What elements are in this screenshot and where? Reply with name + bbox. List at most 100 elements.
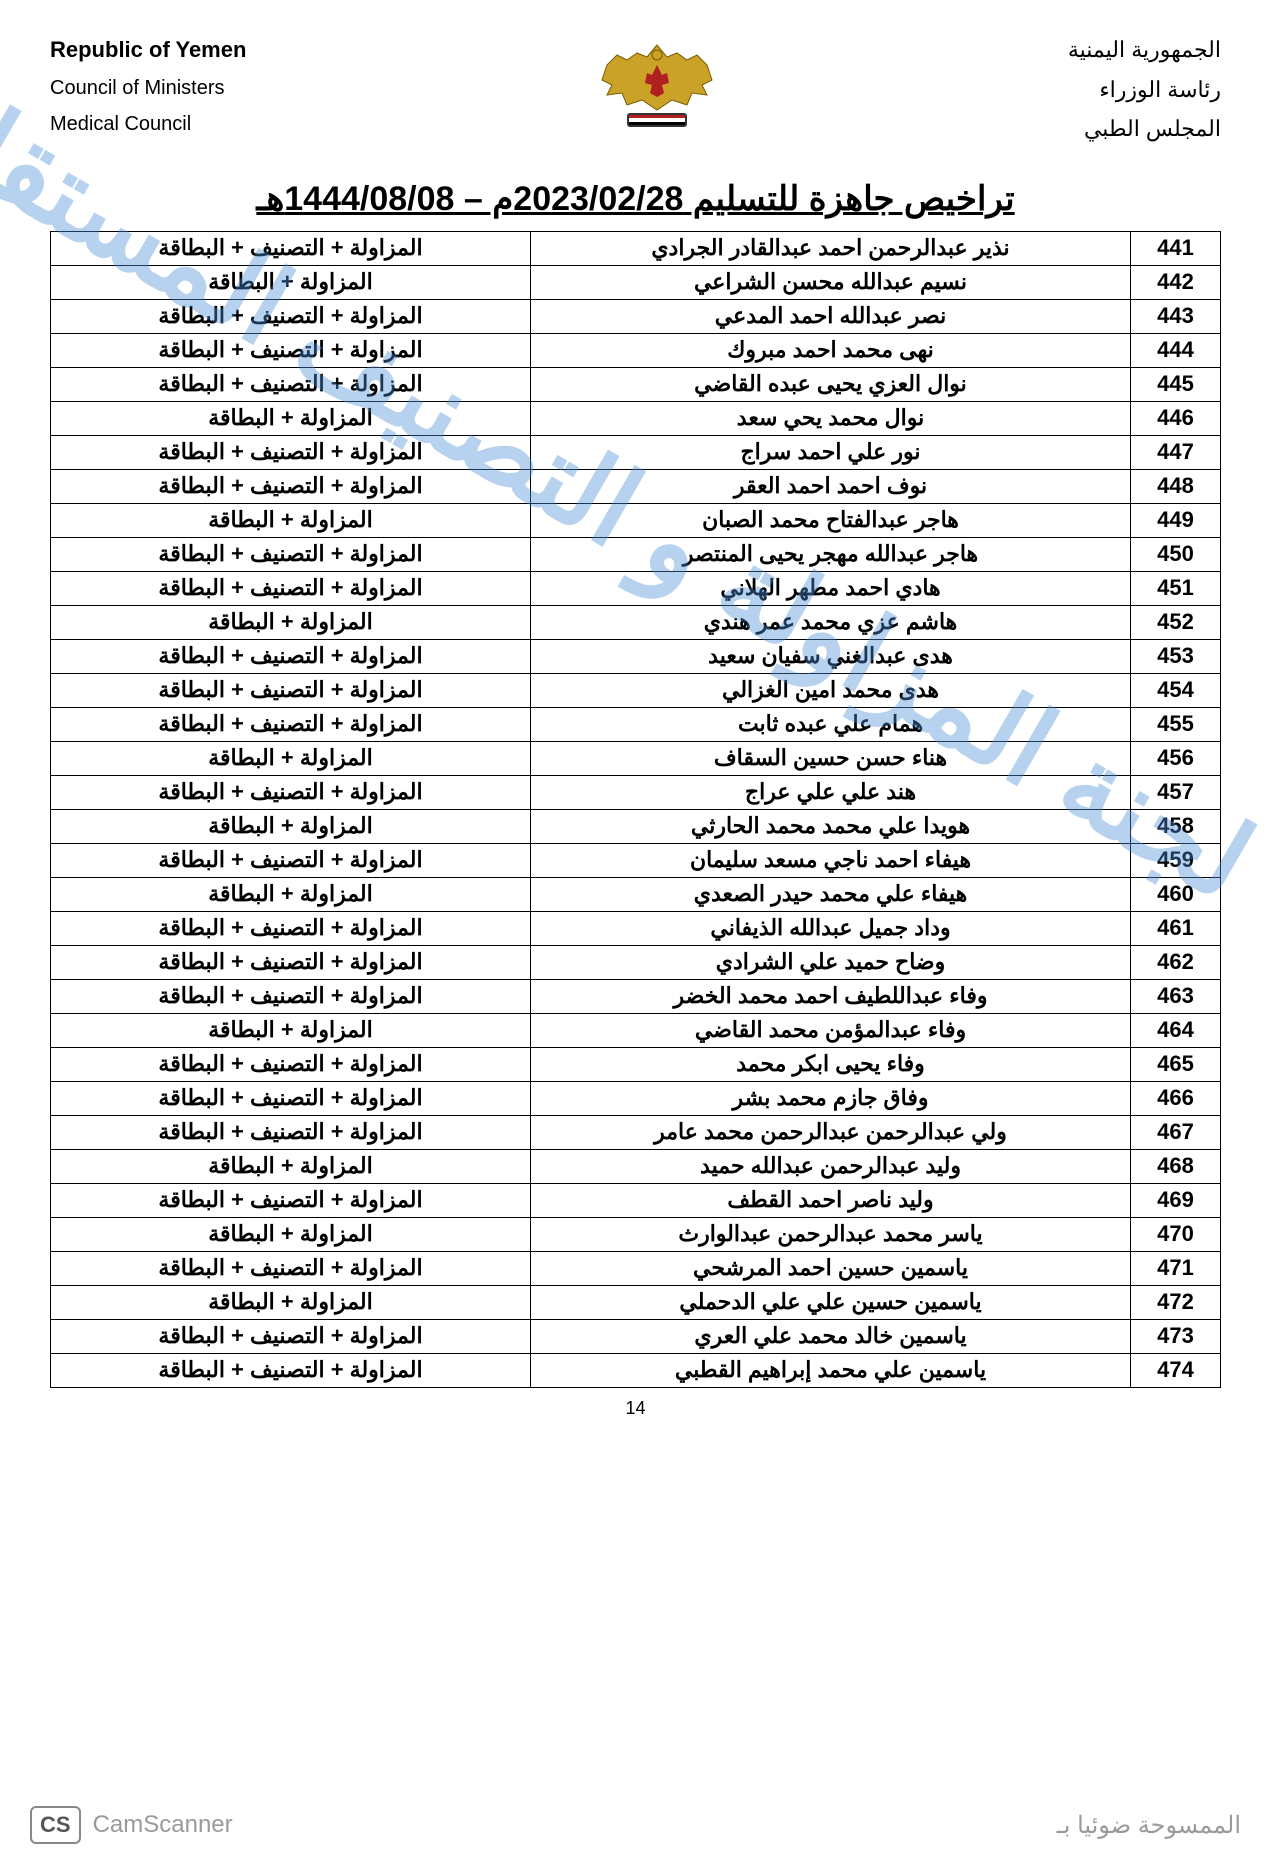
docs-cell: المزاولة + التصنيف + البطاقة bbox=[51, 673, 531, 707]
licenses-table: المزاولة + التصنيف + البطاقةنذير عبدالرح… bbox=[50, 231, 1221, 1388]
docs-cell: المزاولة + البطاقة bbox=[51, 809, 531, 843]
docs-cell: المزاولة + التصنيف + البطاقة bbox=[51, 945, 531, 979]
page-number: 14 bbox=[50, 1398, 1221, 1419]
name-cell: وليد ناصر احمد القطف bbox=[531, 1183, 1131, 1217]
name-cell: وضاح حميد علي الشرادي bbox=[531, 945, 1131, 979]
number-cell: 458 bbox=[1131, 809, 1221, 843]
scanner-footer: CS CamScanner الممسوحة ضوئيا بـ bbox=[30, 1806, 1241, 1844]
docs-cell: المزاولة + التصنيف + البطاقة bbox=[51, 979, 531, 1013]
name-cell: نسيم عبدالله محسن الشراعي bbox=[531, 265, 1131, 299]
header-left: Republic of Yemen Council of Ministers M… bbox=[50, 30, 246, 142]
header-right-line1: الجمهورية اليمنية bbox=[1068, 30, 1221, 70]
name-cell: هادي احمد مطهر الهلاني bbox=[531, 571, 1131, 605]
docs-cell: المزاولة + البطاقة bbox=[51, 265, 531, 299]
header-right-line2: رئاسة الوزراء bbox=[1068, 70, 1221, 110]
table-row: المزاولة + التصنيف + البطاقةنوال العزي ي… bbox=[51, 367, 1221, 401]
number-cell: 465 bbox=[1131, 1047, 1221, 1081]
docs-cell: المزاولة + البطاقة bbox=[51, 741, 531, 775]
name-cell: وليد عبدالرحمن عبدالله حميد bbox=[531, 1149, 1131, 1183]
table-row: المزاولة + البطاقةهويدا علي محمد محمد ال… bbox=[51, 809, 1221, 843]
docs-cell: المزاولة + التصنيف + البطاقة bbox=[51, 775, 531, 809]
table-row: المزاولة + التصنيف + البطاقةوليد ناصر اح… bbox=[51, 1183, 1221, 1217]
number-cell: 446 bbox=[1131, 401, 1221, 435]
docs-cell: المزاولة + التصنيف + البطاقة bbox=[51, 537, 531, 571]
docs-cell: المزاولة + التصنيف + البطاقة bbox=[51, 1353, 531, 1387]
table-row: المزاولة + التصنيف + البطاقةهاجر عبدالله… bbox=[51, 537, 1221, 571]
docs-cell: المزاولة + التصنيف + البطاقة bbox=[51, 299, 531, 333]
docs-cell: المزاولة + التصنيف + البطاقة bbox=[51, 1251, 531, 1285]
name-cell: نوف احمد احمد العقر bbox=[531, 469, 1131, 503]
docs-cell: المزاولة + البطاقة bbox=[51, 1285, 531, 1319]
table-row: المزاولة + التصنيف + البطاقةوفاء يحيى اب… bbox=[51, 1047, 1221, 1081]
name-cell: هدى محمد امين الغزالي bbox=[531, 673, 1131, 707]
name-cell: هاجر عبدالفتاح محمد الصبان bbox=[531, 503, 1131, 537]
name-cell: همام علي عبده ثابت bbox=[531, 707, 1131, 741]
name-cell: نوال محمد يحي سعد bbox=[531, 401, 1131, 435]
number-cell: 467 bbox=[1131, 1115, 1221, 1149]
name-cell: هويدا علي محمد محمد الحارثي bbox=[531, 809, 1131, 843]
name-cell: هناء حسن حسين السقاف bbox=[531, 741, 1131, 775]
camscanner-brand: CamScanner bbox=[93, 1811, 233, 1839]
table-row: المزاولة + التصنيف + البطاقةهيفاء احمد ن… bbox=[51, 843, 1221, 877]
name-cell: نور علي احمد سراج bbox=[531, 435, 1131, 469]
table-row: المزاولة + البطاقةياسر محمد عبدالرحمن عب… bbox=[51, 1217, 1221, 1251]
docs-cell: المزاولة + البطاقة bbox=[51, 605, 531, 639]
table-row: المزاولة + البطاقةهيفاء علي محمد حيدر ال… bbox=[51, 877, 1221, 911]
docs-cell: المزاولة + التصنيف + البطاقة bbox=[51, 707, 531, 741]
table-row: المزاولة + التصنيف + البطاقةهدى عبدالغني… bbox=[51, 639, 1221, 673]
table-row: المزاولة + التصنيف + البطاقةنذير عبدالرح… bbox=[51, 231, 1221, 265]
name-cell: هدى عبدالغني سفيان سعيد bbox=[531, 639, 1131, 673]
docs-cell: المزاولة + التصنيف + البطاقة bbox=[51, 469, 531, 503]
name-cell: ياسمين خالد محمد علي العري bbox=[531, 1319, 1131, 1353]
table-row: المزاولة + التصنيف + البطاقةنوف احمد احم… bbox=[51, 469, 1221, 503]
number-cell: 452 bbox=[1131, 605, 1221, 639]
number-cell: 448 bbox=[1131, 469, 1221, 503]
number-cell: 470 bbox=[1131, 1217, 1221, 1251]
name-cell: هند علي علي عراج bbox=[531, 775, 1131, 809]
number-cell: 454 bbox=[1131, 673, 1221, 707]
docs-cell: المزاولة + البطاقة bbox=[51, 877, 531, 911]
name-cell: نوال العزي يحيى عبده القاضي bbox=[531, 367, 1131, 401]
table-row: المزاولة + التصنيف + البطاقةهدى محمد امي… bbox=[51, 673, 1221, 707]
docs-cell: المزاولة + البطاقة bbox=[51, 503, 531, 537]
number-cell: 444 bbox=[1131, 333, 1221, 367]
docs-cell: المزاولة + التصنيف + البطاقة bbox=[51, 639, 531, 673]
number-cell: 474 bbox=[1131, 1353, 1221, 1387]
name-cell: هاجر عبدالله مهجر يحيى المنتصر bbox=[531, 537, 1131, 571]
table-row: المزاولة + التصنيف + البطاقةوضاح حميد عل… bbox=[51, 945, 1221, 979]
number-cell: 461 bbox=[1131, 911, 1221, 945]
number-cell: 442 bbox=[1131, 265, 1221, 299]
name-cell: نهى محمد احمد مبروك bbox=[531, 333, 1131, 367]
docs-cell: المزاولة + التصنيف + البطاقة bbox=[51, 1081, 531, 1115]
name-cell: وداد جميل عبدالله الذيفاني bbox=[531, 911, 1131, 945]
docs-cell: المزاولة + التصنيف + البطاقة bbox=[51, 843, 531, 877]
footer-text: الممسوحة ضوئيا بـ bbox=[245, 1811, 1241, 1840]
number-cell: 455 bbox=[1131, 707, 1221, 741]
table-row: المزاولة + البطاقةنسيم عبدالله محسن الشر… bbox=[51, 265, 1221, 299]
docs-cell: المزاولة + التصنيف + البطاقة bbox=[51, 435, 531, 469]
docs-cell: المزاولة + التصنيف + البطاقة bbox=[51, 911, 531, 945]
table-row: المزاولة + التصنيف + البطاقةنور علي احمد… bbox=[51, 435, 1221, 469]
number-cell: 449 bbox=[1131, 503, 1221, 537]
camscanner-badge-icon: CS bbox=[30, 1806, 81, 1844]
name-cell: هيفاء احمد ناجي مسعد سليمان bbox=[531, 843, 1131, 877]
number-cell: 441 bbox=[1131, 231, 1221, 265]
name-cell: ياسمين حسين علي علي الدحملي bbox=[531, 1285, 1131, 1319]
number-cell: 471 bbox=[1131, 1251, 1221, 1285]
table-row: المزاولة + البطاقةهاشم عزي محمد عمر هندي… bbox=[51, 605, 1221, 639]
table-row: المزاولة + التصنيف + البطاقةياسمين خالد … bbox=[51, 1319, 1221, 1353]
name-cell: هيفاء علي محمد حيدر الصعدي bbox=[531, 877, 1131, 911]
number-cell: 445 bbox=[1131, 367, 1221, 401]
docs-cell: المزاولة + التصنيف + البطاقة bbox=[51, 367, 531, 401]
number-cell: 456 bbox=[1131, 741, 1221, 775]
docs-cell: المزاولة + التصنيف + البطاقة bbox=[51, 1115, 531, 1149]
docs-cell: المزاولة + البطاقة bbox=[51, 1217, 531, 1251]
table-row: المزاولة + التصنيف + البطاقةوفاق جازم مح… bbox=[51, 1081, 1221, 1115]
docs-cell: المزاولة + التصنيف + البطاقة bbox=[51, 571, 531, 605]
header-left-line1: Republic of Yemen bbox=[50, 30, 246, 70]
name-cell: وفاء عبدالمؤمن محمد القاضي bbox=[531, 1013, 1131, 1047]
number-cell: 453 bbox=[1131, 639, 1221, 673]
docs-cell: المزاولة + البطاقة bbox=[51, 401, 531, 435]
number-cell: 466 bbox=[1131, 1081, 1221, 1115]
number-cell: 450 bbox=[1131, 537, 1221, 571]
